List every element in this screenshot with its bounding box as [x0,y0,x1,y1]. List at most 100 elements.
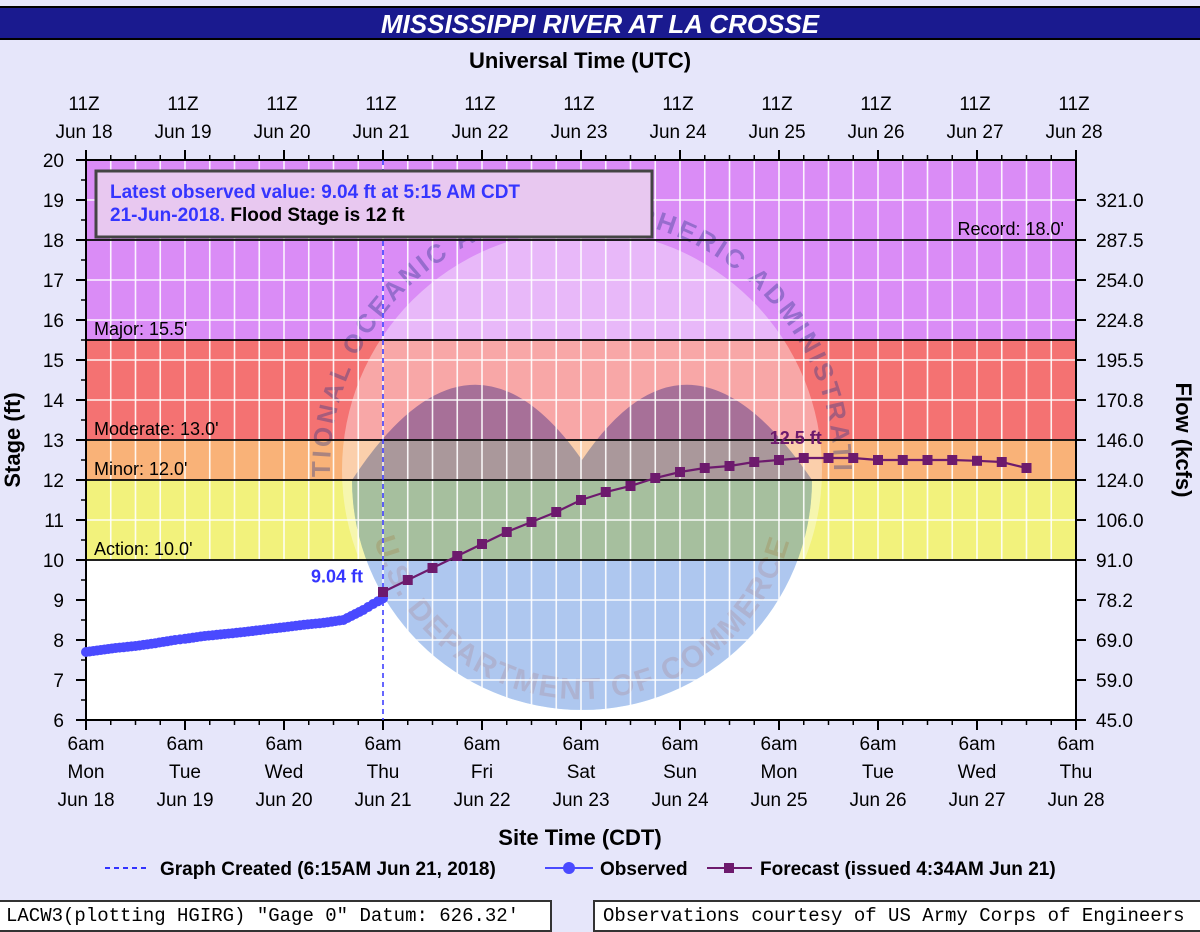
top-tick-label-date: Jun 26 [847,122,904,143]
right-axis-title: Flow (kcfs) [1171,383,1196,498]
bottom-tick-label-date: Jun 21 [354,790,411,811]
bottom-tick-label-time: 6am [1058,734,1095,755]
right-tick-label: 195.5 [1096,351,1144,372]
left-tick-label: 15 [43,351,64,372]
noaa-seal-disc [342,230,822,710]
bottom-tick-label-time: 6am [365,734,402,755]
right-tick-label: 287.5 [1096,231,1144,252]
bottom-tick-label-date: Jun 27 [948,790,1005,811]
forecast-point [972,455,982,466]
top-axis-title: Universal Time (UTC) [469,48,691,73]
bottom-tick-label-date: Jun 25 [750,790,807,811]
top-tick-label-hour: 11Z [563,94,595,115]
noaa-seal-bird [352,384,812,710]
right-tick-label: 59.0 [1096,671,1133,692]
forecast-point [501,527,512,537]
threshold-label-moderate: Moderate: 13.0' [94,419,219,439]
forecast-point [947,455,958,465]
top-tick-label-hour: 11Z [167,94,199,115]
threshold-label-record: Record: 18.0' [958,219,1065,239]
forecast-point [576,495,586,505]
bottom-tick-label-time: 6am [167,734,204,755]
forecast-point [526,517,537,527]
forecast-point [675,467,685,477]
forecast-point [873,455,883,465]
bottom-tick-label-time: 6am [68,734,105,755]
left-tick-label: 8 [53,631,64,652]
bottom-tick-label-day: Thu [1060,762,1093,783]
top-tick-label-date: Jun 27 [946,122,1003,143]
forecast-point [749,457,760,467]
forecast-point [774,455,784,465]
top-tick-label-hour: 11Z [860,94,892,115]
forecast-point [452,551,463,561]
legend: Graph Created (6:15AM Jun 21, 2018) Obse… [105,859,1056,880]
forecast-point [1021,463,1032,473]
left-tick-label: 9 [53,591,64,612]
bottom-tick-label-time: 6am [860,734,897,755]
top-tick-label-date: Jun 22 [451,122,508,143]
top-tick-label-hour: 11Z [662,94,694,115]
chart-title: MISSISSIPPI RIVER AT LA CROSSE [380,9,820,39]
bottom-tick-label-date: Jun 18 [57,790,114,811]
forecast-point [600,487,611,497]
right-tick-label: 45.0 [1096,711,1133,732]
legend-forecast-label: Forecast (issued 4:34AM Jun 21) [760,859,1056,880]
left-tick-label: 14 [43,391,65,412]
legend-created-label: Graph Created (6:15AM Jun 21, 2018) [160,859,496,880]
bottom-tick-label-time: 6am [959,734,996,755]
legend-observed-label: Observed [600,859,688,880]
threshold-label-minor: Minor: 12.0' [94,459,187,479]
right-tick-label: 124.0 [1096,471,1144,492]
info-date: 21-Jun-2018. [110,205,225,226]
top-tick-label-hour: 11Z [959,94,991,115]
hydrograph-chart: NOAA NATIONAL OCEANIC AND ATMOSPHERIC AD… [0,0,1196,880]
left-tick-label: 20 [43,151,64,172]
right-tick-label: 224.8 [1096,311,1144,332]
right-tick-label: 91.0 [1096,551,1133,572]
forecast-point [897,455,908,465]
bottom-tick-label-day: Sun [663,762,697,783]
left-tick-label: 17 [43,271,64,292]
bottom-tick-label-day: Fri [471,762,493,783]
right-tick-label: 321.0 [1096,191,1144,212]
right-tick-label: 254.0 [1096,271,1144,292]
bottom-axis: 6am Mon Jun 18 6am Tue Jun 19 6am Wed Jun 20 6am T… [57,720,1105,811]
bottom-tick-label-date: Jun 23 [552,790,609,811]
right-tick-label: 106.0 [1096,511,1144,532]
bottom-tick-label-date: Jun 20 [255,790,312,811]
footer-datum-note: LACW3(plotting HGIRG) "Gage 0" Datum: 62… [0,900,552,932]
top-tick-label-hour: 11Z [365,94,397,115]
forecast-point [699,463,710,473]
right-tick-label: 170.8 [1096,391,1144,412]
left-tick-label: 19 [43,191,64,212]
right-tick-label: 146.0 [1096,431,1144,452]
bottom-tick-label-time: 6am [761,734,798,755]
bottom-tick-label-date: Jun 19 [156,790,213,811]
bottom-tick-label-day: Mon [68,762,105,783]
top-tick-label-hour: 11Z [68,94,100,115]
legend-observed-marker [563,862,575,874]
title-bar: MISSISSIPPI RIVER AT LA CROSSE [0,6,1200,40]
footer-credit-note: Observations courtesy of US Army Corps o… [593,900,1200,932]
left-tick-label: 13 [43,431,64,452]
bottom-tick-label-date: Jun 28 [1047,790,1104,811]
right-tick-label: 78.2 [1096,591,1133,612]
left-tick-label: 10 [43,551,64,572]
observed-value-label: 9.04 ft [311,566,363,586]
threshold-lines: Record: 18.0' Major: 15.5' Moderate: 13.0'… [86,219,1076,561]
forecast-point [625,481,636,491]
top-tick-label-date: Jun 18 [55,122,112,143]
bottom-tick-label-time: 6am [563,734,600,755]
noaa-seal-water [352,480,812,710]
forecast-point [402,575,413,585]
bottom-tick-label-time: 6am [662,734,699,755]
bottom-tick-label-day: Wed [265,762,304,783]
right-tick-label: 69.0 [1096,631,1133,652]
top-tick-label-date: Jun 28 [1045,122,1102,143]
bottom-tick-label-day: Tue [862,762,894,783]
left-axis-title: Stage (ft) [0,392,25,487]
info-line1: Latest observed value: 9.04 ft at 5:15 A… [110,182,520,203]
left-tick-label: 11 [44,511,64,532]
forecast-point [551,507,562,517]
